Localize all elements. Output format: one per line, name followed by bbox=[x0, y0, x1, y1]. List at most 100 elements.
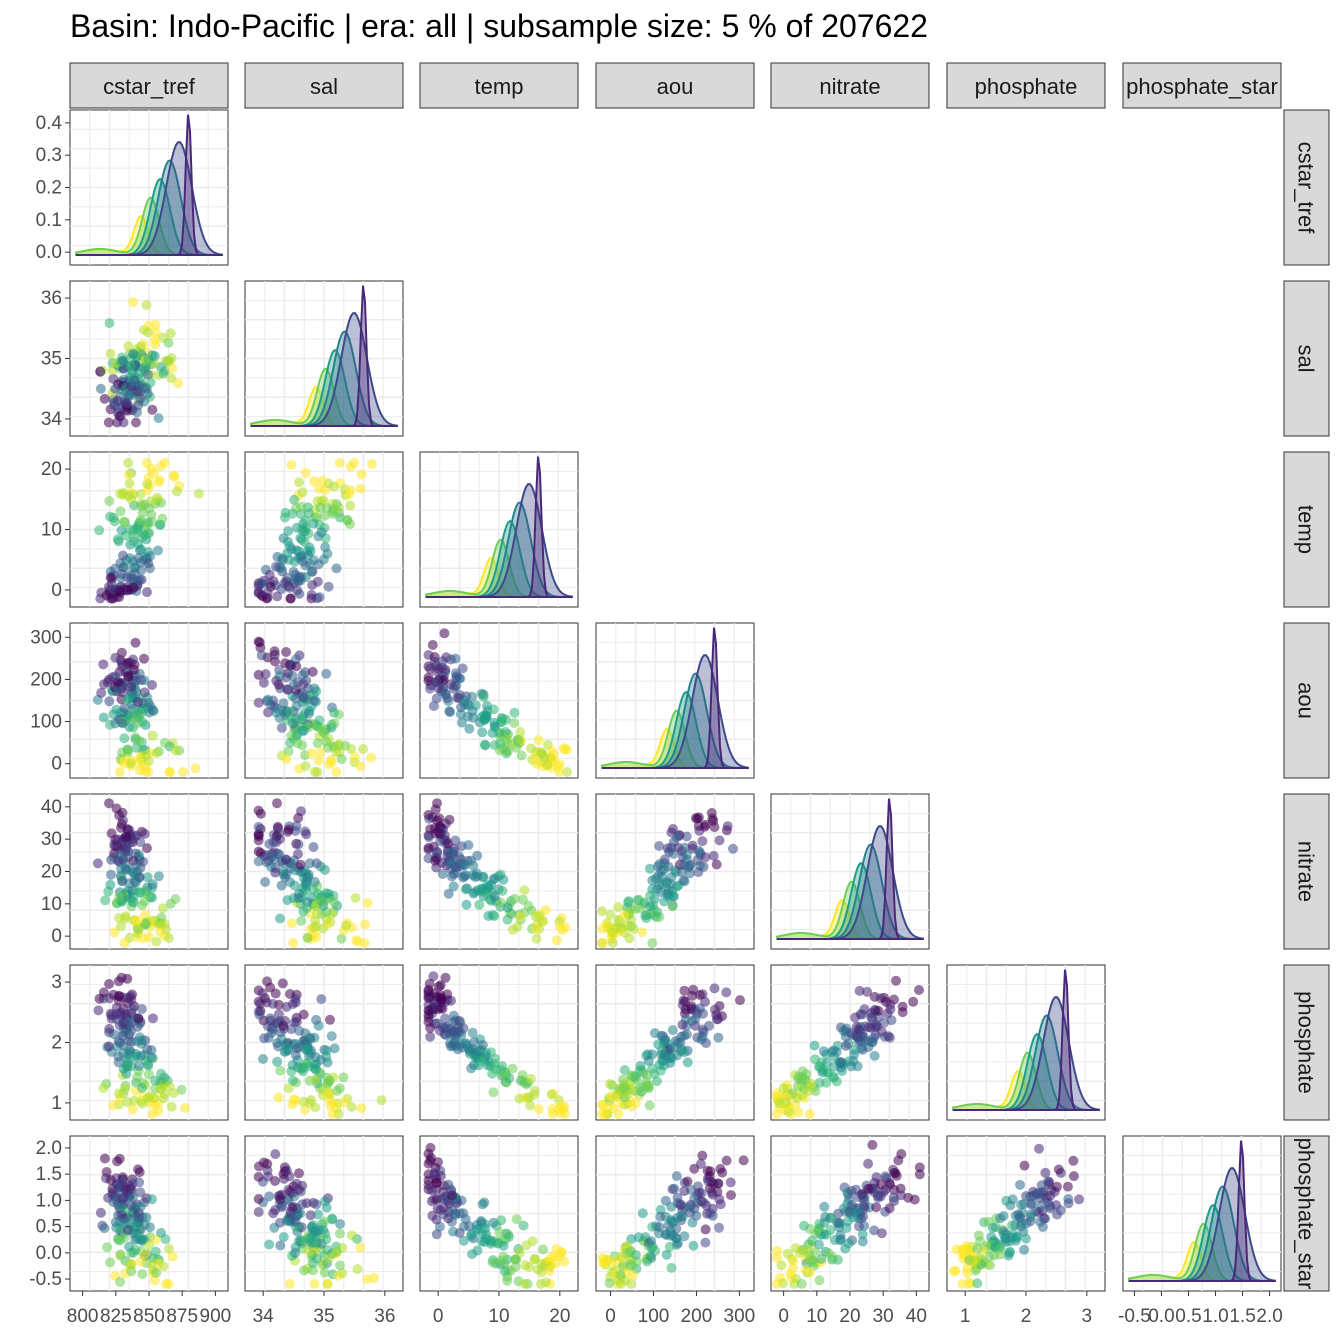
point bbox=[128, 297, 139, 308]
point bbox=[1068, 1155, 1079, 1166]
point bbox=[647, 1063, 658, 1074]
point bbox=[774, 1098, 785, 1109]
point bbox=[165, 328, 176, 339]
point bbox=[113, 1035, 124, 1046]
point bbox=[661, 1249, 672, 1260]
point bbox=[288, 1094, 299, 1105]
point bbox=[1063, 1198, 1074, 1209]
point bbox=[277, 554, 288, 565]
panel-sal-vs-sal bbox=[244, 280, 404, 437]
density-sal-5 bbox=[251, 285, 397, 427]
point bbox=[477, 1199, 488, 1210]
point bbox=[806, 1255, 817, 1266]
point bbox=[431, 1214, 442, 1225]
point bbox=[772, 1252, 782, 1263]
point bbox=[1035, 1193, 1045, 1204]
point bbox=[778, 1083, 789, 1094]
point bbox=[626, 1070, 637, 1081]
point bbox=[809, 1040, 820, 1051]
point bbox=[268, 1024, 279, 1035]
point bbox=[150, 319, 161, 330]
point bbox=[788, 1255, 799, 1266]
point bbox=[684, 861, 695, 871]
point bbox=[124, 693, 135, 704]
point bbox=[335, 1219, 346, 1229]
point bbox=[155, 1084, 166, 1095]
x-tick-label-phosphate-1: 2 bbox=[1021, 1306, 1032, 1327]
svg-text:aou: aou bbox=[657, 74, 694, 99]
point bbox=[301, 1044, 312, 1055]
point bbox=[108, 1197, 119, 1207]
point bbox=[540, 1277, 551, 1288]
point bbox=[146, 1052, 157, 1063]
point bbox=[253, 856, 264, 867]
point bbox=[431, 676, 442, 687]
point bbox=[128, 489, 139, 500]
point bbox=[502, 902, 513, 913]
point bbox=[308, 518, 319, 529]
point bbox=[679, 985, 690, 996]
point bbox=[641, 910, 652, 920]
point bbox=[290, 693, 301, 704]
point bbox=[131, 830, 142, 841]
point bbox=[306, 589, 317, 600]
point bbox=[304, 858, 315, 869]
point bbox=[95, 383, 106, 394]
panel-nitrate-vs-nitrate bbox=[770, 793, 930, 950]
point bbox=[671, 832, 682, 843]
panel-temp-vs-cstar_tref bbox=[69, 451, 229, 608]
point bbox=[896, 1149, 907, 1159]
point bbox=[458, 859, 469, 870]
point bbox=[147, 404, 158, 415]
point bbox=[145, 377, 156, 388]
x-tick-label-phosphate_star-2: 0.5 bbox=[1175, 1306, 1201, 1327]
point bbox=[437, 1186, 448, 1197]
point bbox=[105, 1175, 116, 1185]
point bbox=[148, 1013, 158, 1024]
point bbox=[285, 593, 296, 604]
panel-phosphate_star-vs-aou bbox=[595, 1135, 755, 1292]
point bbox=[104, 496, 115, 506]
point bbox=[280, 507, 291, 518]
point bbox=[849, 1206, 860, 1217]
point bbox=[149, 1092, 159, 1103]
point bbox=[957, 1278, 968, 1289]
point bbox=[142, 587, 152, 598]
svg-text:nitrate: nitrate bbox=[819, 74, 880, 99]
point bbox=[530, 923, 541, 934]
point bbox=[962, 1268, 973, 1279]
point bbox=[426, 1152, 436, 1163]
point bbox=[423, 1009, 434, 1020]
x-tick-label-cstar_tref-0: 800 bbox=[67, 1306, 99, 1327]
point bbox=[147, 879, 158, 890]
point bbox=[1052, 1181, 1062, 1192]
point bbox=[120, 1083, 131, 1094]
point bbox=[253, 587, 264, 597]
point bbox=[149, 351, 160, 361]
strip-top-temp: temp bbox=[419, 62, 579, 109]
x-tick-label-phosphate_star-4: 1.5 bbox=[1229, 1306, 1255, 1327]
point bbox=[470, 700, 481, 711]
point bbox=[343, 489, 354, 500]
point bbox=[136, 1004, 147, 1014]
svg-text:temp: temp bbox=[475, 74, 524, 99]
point bbox=[259, 1033, 270, 1044]
point bbox=[320, 542, 331, 553]
point bbox=[469, 887, 480, 898]
point bbox=[428, 971, 439, 982]
point bbox=[423, 809, 434, 820]
point bbox=[106, 828, 117, 839]
point bbox=[630, 904, 641, 914]
point bbox=[180, 1103, 191, 1113]
point bbox=[597, 906, 607, 917]
point bbox=[308, 842, 319, 852]
point bbox=[164, 767, 175, 777]
point bbox=[1062, 1181, 1073, 1192]
point bbox=[276, 880, 287, 891]
point bbox=[659, 1060, 670, 1071]
point bbox=[446, 847, 457, 858]
point bbox=[105, 879, 116, 890]
point bbox=[1005, 1246, 1015, 1257]
point bbox=[275, 1240, 286, 1251]
point bbox=[253, 1194, 264, 1204]
